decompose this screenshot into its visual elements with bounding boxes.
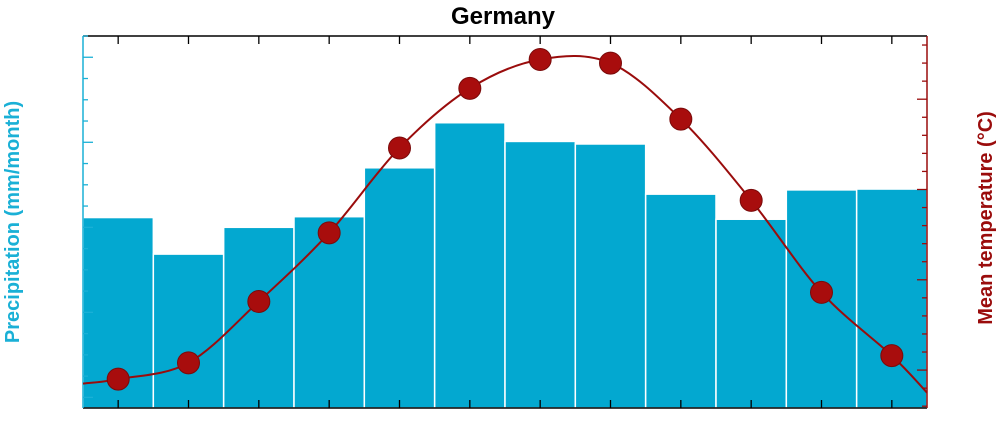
temperature-point-5 [388,136,411,160]
precipitation-bar-5 [363,167,436,409]
precipitation-bar-7 [504,140,577,409]
precipitation-bar-3 [222,226,295,409]
temperature-axis-label: Mean temperature (°C) [975,111,997,325]
temperature-point-3 [247,289,271,313]
precipitation-axis-label: Precipitation (mm/month) [2,101,24,343]
precipitation-axis [83,35,93,399]
temperature-point-12 [880,344,904,368]
precipitation-bar-9 [644,193,717,409]
plot-frame [82,35,928,409]
temperature-curve [82,54,928,394]
chart-title: Germany [451,3,556,30]
temperature-point-2 [177,351,200,375]
temperature-point-8 [599,51,622,75]
precipitation-bar-12 [855,188,928,409]
precipitation-bar-4 [293,215,366,409]
temperature-line [82,47,928,394]
temperature-point-1 [106,367,130,391]
temperature-point-11 [810,280,833,304]
temperature-point-9 [669,107,693,131]
precipitation-bar-10 [715,218,788,409]
temperature-point-6 [458,76,482,100]
temperature-axis [917,44,927,407]
temperature-point-10 [739,188,763,212]
precipitation-bar-8 [574,143,647,409]
precipitation-bar-6 [433,121,506,409]
month-axis [117,36,893,408]
temperature-point-4 [317,221,341,245]
temperature-point-7 [528,47,552,71]
precipitation-bar-2 [152,253,225,409]
